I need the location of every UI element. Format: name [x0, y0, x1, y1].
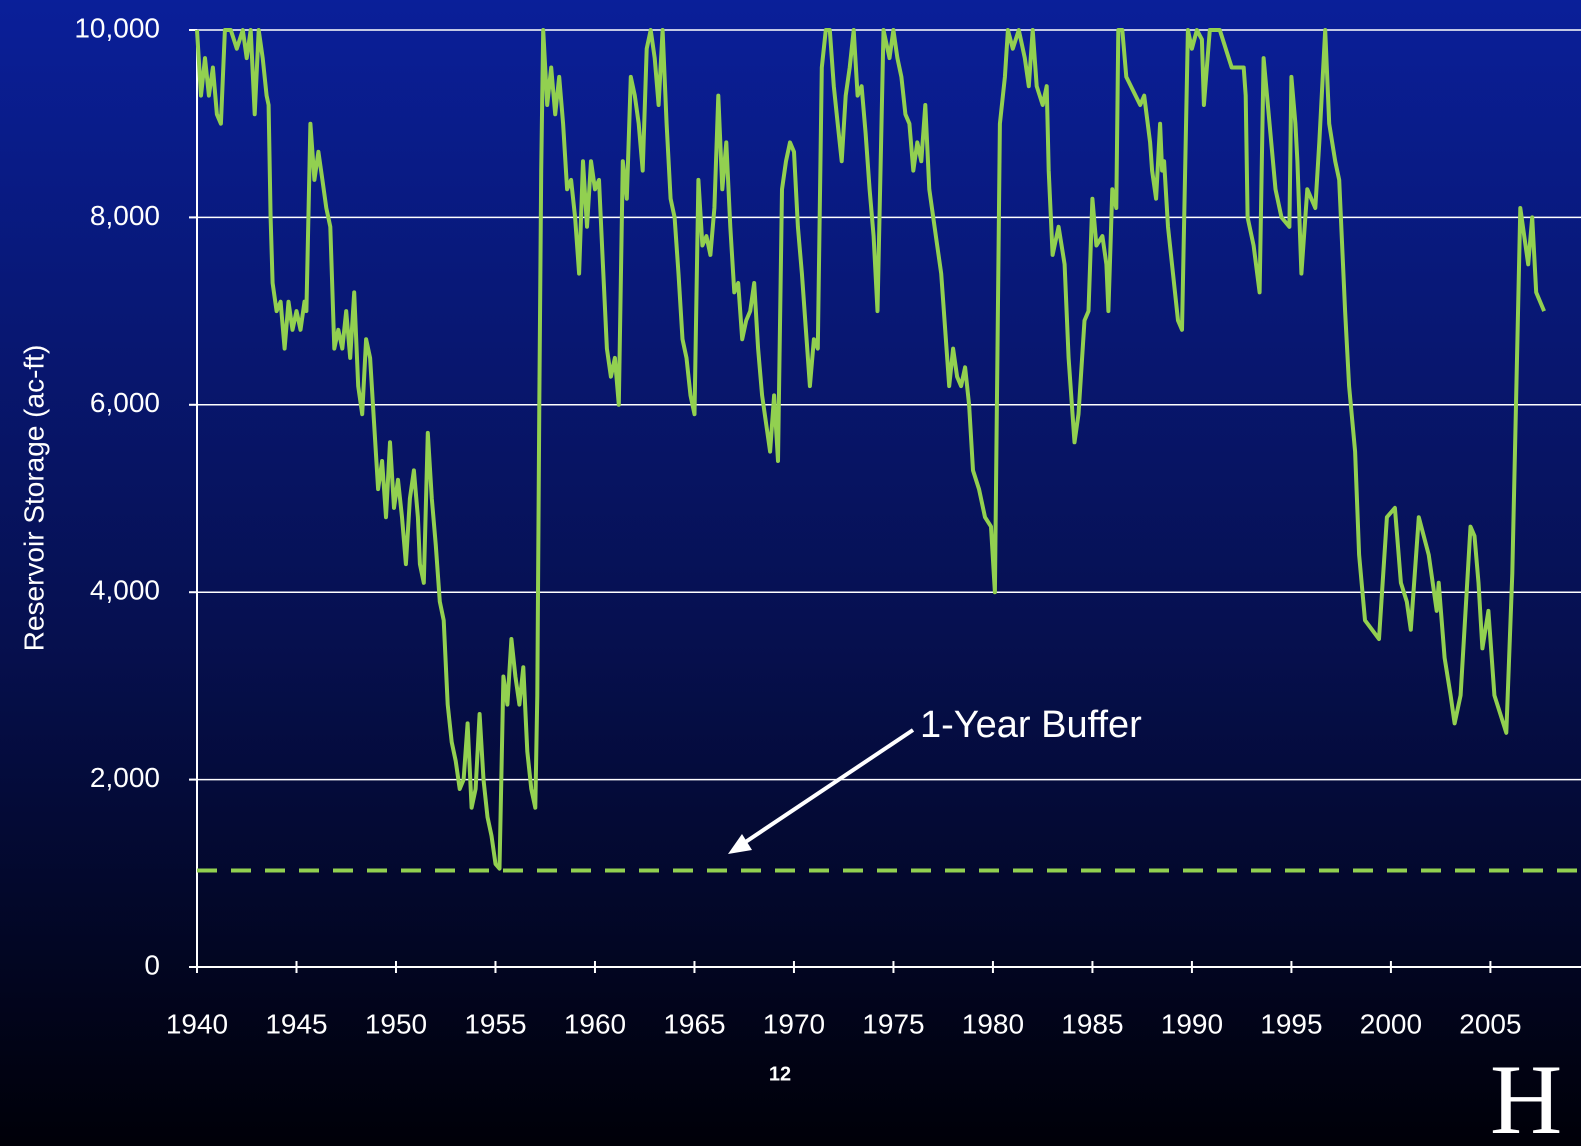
x-tick-label: 1995 [1260, 1008, 1322, 1039]
x-tick-label: 1960 [564, 1008, 626, 1039]
page-number: 12 [769, 1063, 791, 1085]
x-tick-label: 1945 [265, 1008, 327, 1039]
plot-area [195, 28, 1581, 873]
x-tick-label: 1975 [862, 1008, 924, 1039]
x-tick-label: 1965 [663, 1008, 725, 1039]
x-tick-label: 2005 [1459, 1008, 1521, 1039]
x-tick-label: 1990 [1161, 1008, 1223, 1039]
y-axis-label: Reservoir Storage (ac-ft) [18, 345, 49, 652]
y-tick-label: 8,000 [90, 200, 160, 231]
x-tick-label: 1985 [1061, 1008, 1123, 1039]
x-tick-label: 1940 [166, 1008, 228, 1039]
y-tick-label: 2,000 [90, 762, 160, 793]
storage-line [195, 28, 1546, 871]
y-tick-label: 6,000 [90, 387, 160, 418]
arrow-head [728, 834, 752, 854]
x-tick-label: 1980 [962, 1008, 1024, 1039]
y-tick-label: 0 [144, 949, 160, 980]
y-tick-label: 4,000 [90, 575, 160, 606]
y-tick-label: 10,000 [74, 12, 160, 43]
x-tick-label: 1950 [365, 1008, 427, 1039]
logo: H [1490, 1044, 1562, 1146]
annotation-arrow [736, 728, 915, 849]
x-tick-label: 1970 [763, 1008, 825, 1039]
annotation: 1-Year Buffer [920, 704, 1142, 746]
x-tick-label: 1955 [464, 1008, 526, 1039]
x-tick-label: 2000 [1360, 1008, 1422, 1039]
